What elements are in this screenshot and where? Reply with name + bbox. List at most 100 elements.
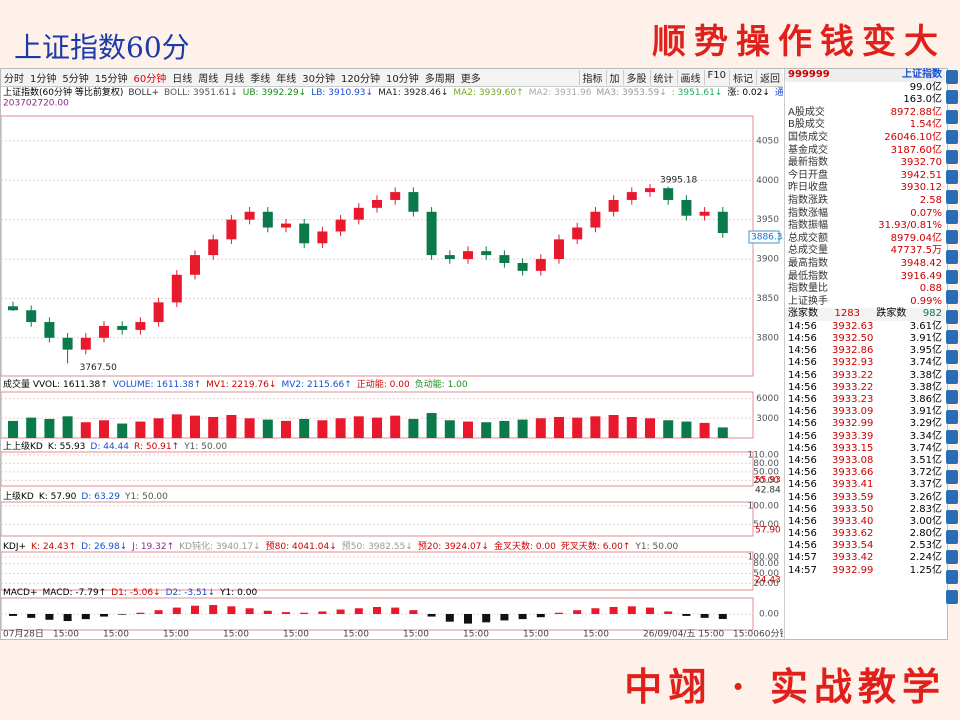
trade-volume: 3.86亿 <box>909 394 942 405</box>
volume-bar <box>481 422 492 438</box>
legend-item: J: 19.32↑ <box>131 542 174 552</box>
volume-bar <box>244 418 255 438</box>
period-button[interactable]: 日线 <box>172 74 193 85</box>
y-tick-label: 50.00 <box>753 520 779 530</box>
tool-button[interactable]: 返回 <box>756 70 783 85</box>
advance: 1283 <box>834 308 860 320</box>
macd-bar <box>700 614 709 618</box>
side-tab[interactable] <box>946 130 958 144</box>
period-button[interactable]: 季线 <box>250 74 271 85</box>
trade-volume: 3.51亿 <box>909 454 942 466</box>
candle-body <box>8 306 18 311</box>
tool-button[interactable]: 统计 <box>649 70 677 85</box>
tool-button[interactable]: 标记 <box>729 70 756 85</box>
side-tab[interactable] <box>946 310 958 324</box>
side-tab[interactable] <box>946 250 958 264</box>
trade-volume: 3.34亿 <box>909 430 942 442</box>
legend-item: Y1: 50.00 <box>124 492 168 502</box>
y-tick-label: 50.00 <box>753 569 779 579</box>
candle-body <box>590 211 601 228</box>
side-tab[interactable] <box>946 230 958 244</box>
side-tab[interactable] <box>946 270 958 284</box>
candle-body <box>717 211 728 234</box>
candle-body <box>554 239 564 260</box>
trade-row: 14:56 3933.08 3.51亿 <box>785 455 945 467</box>
side-tab[interactable] <box>946 70 958 84</box>
side-tab[interactable] <box>946 470 958 484</box>
side-tab[interactable] <box>946 530 958 544</box>
period-button[interactable]: 月线 <box>224 74 245 85</box>
period-button[interactable]: 60分钟 <box>133 74 167 85</box>
tool-button[interactable]: 指标 <box>578 70 606 85</box>
side-tab[interactable] <box>946 550 958 564</box>
side-tab[interactable] <box>946 90 958 104</box>
side-tab[interactable] <box>946 330 958 344</box>
volume-bar <box>117 423 128 438</box>
period-button[interactable]: 5分钟 <box>62 74 89 85</box>
candle-body <box>372 199 382 208</box>
period-button[interactable]: 1分钟 <box>30 74 57 85</box>
side-tab[interactable] <box>946 430 958 444</box>
side-tab[interactable] <box>946 350 958 364</box>
side-tab[interactable] <box>946 590 958 604</box>
quote-row: 指数振幅 31.93/0.81% <box>785 220 945 233</box>
candle-body <box>572 227 583 240</box>
period-button[interactable]: 更多 <box>460 74 481 85</box>
quote-key: 昨日收盘 <box>788 182 828 194</box>
candle-body <box>62 337 73 350</box>
trade-volume: 3.74亿 <box>909 442 942 454</box>
legend-item: 涨: 0.02↓ <box>727 87 769 98</box>
side-tab[interactable] <box>946 570 958 584</box>
tool-button[interactable]: 多股 <box>622 70 650 85</box>
period-button[interactable]: 分时 <box>4 74 24 85</box>
side-tab[interactable] <box>946 290 958 304</box>
quote-row: 指数量比 0.88 <box>785 283 945 296</box>
candle-body <box>99 325 109 338</box>
period-button[interactable]: 30分钟 <box>302 74 335 85</box>
candle-body <box>499 255 510 263</box>
side-tab[interactable] <box>946 450 958 464</box>
side-tab[interactable] <box>946 410 958 424</box>
side-tab[interactable] <box>946 370 958 384</box>
period-button[interactable]: 年线 <box>276 74 297 85</box>
trade-row: 14:56 3933.41 3.37亿 <box>785 479 945 491</box>
side-tab[interactable] <box>946 390 958 404</box>
trade-volume: 2.80亿 <box>909 528 942 540</box>
legend-item: 预80: 4041.04↓ <box>266 541 337 552</box>
trade-time: 14:57 <box>788 564 817 576</box>
side-tab[interactable] <box>946 150 958 164</box>
period-button[interactable]: 多周期 <box>424 74 455 85</box>
quote-key: 指数振幅 <box>788 220 828 232</box>
period-button[interactable]: 10分钟 <box>386 74 419 85</box>
side-tab[interactable] <box>946 170 958 184</box>
quote-key: 基金成交 <box>788 144 828 156</box>
macd-bar <box>555 612 563 614</box>
side-tab[interactable] <box>946 190 958 204</box>
flow-row: 163.0亿 <box>785 94 945 107</box>
macd-bar <box>464 614 472 624</box>
side-tab[interactable] <box>946 210 958 224</box>
flow-sell: 163.0亿 <box>903 94 942 106</box>
tool-button[interactable]: 画线 <box>676 70 704 85</box>
candle-body <box>481 251 492 256</box>
volume-bar <box>517 419 528 438</box>
time-label: 15:00 <box>163 630 189 640</box>
period-button[interactable]: 周线 <box>198 74 219 85</box>
legend-item: 上级KD <box>3 490 34 502</box>
candle-body <box>663 188 674 200</box>
side-tab[interactable] <box>946 510 958 524</box>
candle-body <box>645 188 655 193</box>
period-button[interactable]: 120分钟 <box>340 74 381 85</box>
side-tab[interactable] <box>946 490 958 504</box>
y-tick-label: 4000 <box>756 176 779 186</box>
time-label: 15:00 <box>583 630 609 640</box>
period-button[interactable]: 15分钟 <box>94 74 128 85</box>
tool-button[interactable]: F10 <box>703 70 729 85</box>
trade-row: 14:56 3933.22 3.38亿 <box>785 382 945 394</box>
side-tab[interactable] <box>946 110 958 124</box>
y-tick-label: 100.00 <box>748 552 780 562</box>
macd-bar <box>664 611 673 614</box>
trade-volume: 3.72亿 <box>909 467 942 479</box>
legend-item: 通: 190673360.00 <box>775 87 783 98</box>
tool-button[interactable]: 加 <box>605 70 623 85</box>
